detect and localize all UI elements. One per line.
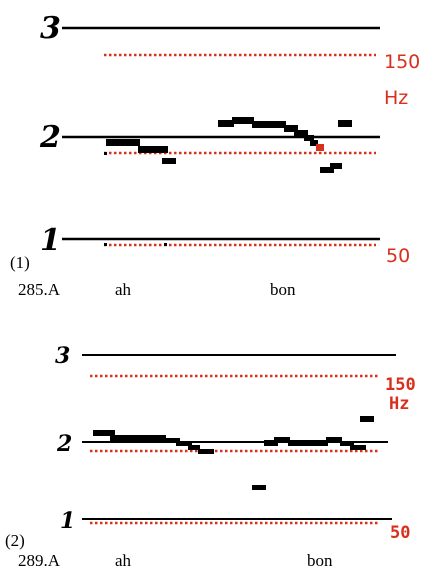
hz-50-label: 50 [390, 523, 410, 543]
hz-unit-label: Hz [389, 394, 409, 414]
panel-1-number: (1) [10, 253, 30, 272]
panel-2-number: (2) [5, 531, 25, 550]
panel-1-code: 285.A [18, 280, 61, 299]
panel-1: 3 2 1 150 Hz 50 (1) 285.A ah bon [10, 11, 420, 299]
level-3-label: 3 [40, 11, 61, 46]
panel-1-word-bon: bon [270, 280, 296, 299]
hz-50-label: 50 [386, 245, 410, 267]
pitch-trace [106, 117, 352, 173]
hz-unit-label: Hz [384, 87, 408, 109]
panel-2-code: 289.A [18, 551, 61, 570]
panel-2-word-ah: ah [115, 551, 132, 570]
level-2-label: 2 [56, 431, 72, 457]
floor-tick [104, 243, 107, 246]
floor-tick [164, 243, 167, 246]
pitch-trace [93, 416, 374, 490]
panel-2-word-bon: bon [307, 551, 333, 570]
pitch-highlight [316, 144, 324, 151]
level-3-label: 3 [55, 343, 70, 369]
hz-150-label: 150 [384, 51, 420, 73]
floor-tick [104, 152, 107, 155]
panel-2: 3 2 1 150 Hz 50 (2) 289.A ah bon [5, 343, 416, 570]
hz-150-label: 150 [385, 375, 416, 395]
level-2-label: 2 [39, 120, 61, 155]
level-1-label: 1 [60, 508, 75, 534]
panel-1-word-ah: ah [115, 280, 132, 299]
level-1-label: 1 [40, 223, 61, 258]
